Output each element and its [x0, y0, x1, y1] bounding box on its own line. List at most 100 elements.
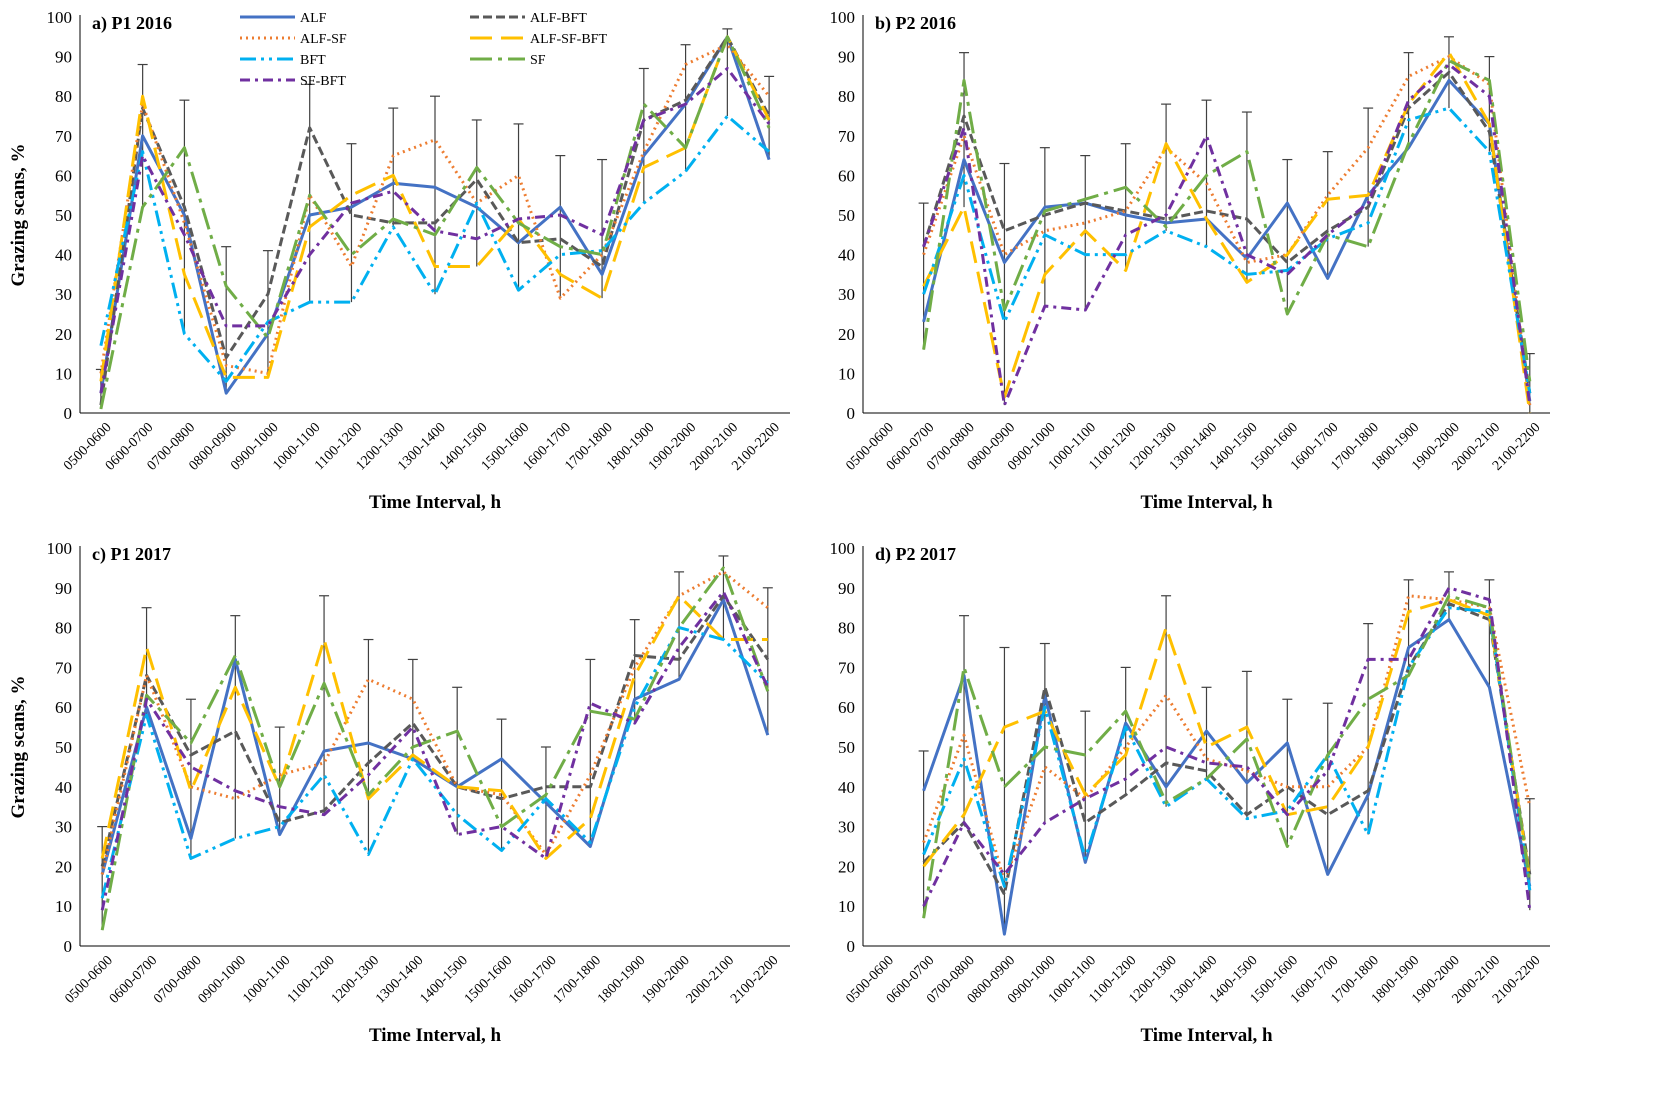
x-tick-label: 0500-0600 [62, 953, 116, 1007]
panel-b-p2-2016: 01020304050607080901000500-06000600-0700… [830, 8, 1550, 513]
y-tick-label: 100 [830, 539, 856, 558]
y-tick-label: 90 [838, 48, 855, 67]
x-tick-label: 1500-1600 [462, 953, 516, 1007]
series-line-alf-sf [100, 570, 769, 875]
series-line-alf-sf-bft [99, 35, 771, 382]
y-tick-label: 90 [838, 579, 855, 598]
y-tick-label: 0 [64, 937, 73, 956]
y-tick-label: 80 [838, 619, 855, 638]
series-line-sf [100, 566, 770, 931]
x-tick-label: 1300-1400 [373, 953, 427, 1007]
series-line-alf-sf-bft [922, 51, 1532, 414]
y-tick-label: 40 [55, 778, 72, 797]
series-line-bft [100, 626, 769, 899]
y-tick-label: 60 [838, 166, 855, 185]
series-line-sf-bft [100, 590, 770, 911]
y-tick-label: 10 [838, 364, 855, 383]
y-tick-label: 30 [55, 285, 72, 304]
x-axis-title: Time Interval, h [369, 1025, 502, 1046]
y-tick-label: 70 [838, 127, 855, 146]
y-tick-label: 40 [838, 778, 855, 797]
x-axis-title: Time Interval, h [1140, 1025, 1273, 1046]
series-line-alf-sf-bft [922, 598, 1532, 879]
y-tick-label: 30 [838, 285, 855, 304]
y-tick-label: 20 [55, 857, 72, 876]
x-tick-label: 1000-1100 [240, 953, 293, 1006]
y-tick-label: 20 [838, 325, 855, 344]
y-tick-label: 30 [838, 818, 855, 837]
y-tick-label: 10 [838, 897, 855, 916]
panel-d-p2-2017: 01020304050607080901000500-06000600-0700… [830, 539, 1550, 1046]
x-tick-label: 2000-2100 [684, 953, 738, 1007]
y-axis-title: Grazing scans, % [8, 675, 29, 818]
y-tick-label: 90 [55, 579, 72, 598]
series-line-alf-bft [100, 594, 770, 867]
y-tick-label: 60 [55, 166, 72, 185]
legend-label: ALF [300, 11, 327, 26]
y-tick-label: 80 [55, 619, 72, 638]
y-tick-label: 0 [847, 404, 856, 423]
y-tick-label: 40 [838, 246, 855, 265]
series-line-alf-sf [99, 43, 771, 375]
series-line-sf [99, 35, 771, 410]
y-tick-label: 50 [55, 206, 72, 225]
series-line-alf [99, 35, 771, 395]
y-tick-label: 50 [838, 206, 855, 225]
series-line-alf-bft [99, 35, 771, 406]
y-tick-label: 80 [55, 87, 72, 106]
y-tick-label: 80 [838, 87, 855, 106]
series-line-alf-sf [922, 594, 1532, 884]
y-tick-label: 70 [838, 658, 855, 677]
legend-label: ALF-BFT [530, 11, 587, 26]
legend: ALF ALF-BFT ALF-SF ALF-SF-BFT BFT SF SF-BFT [240, 11, 607, 89]
series-line-bft [922, 106, 1532, 394]
x-tick-label: 1400-1500 [417, 953, 471, 1007]
y-tick-label: 70 [55, 127, 72, 146]
series-line-bft [99, 114, 771, 383]
x-axis-title: Time Interval, h [369, 492, 502, 513]
y-tick-label: 30 [55, 818, 72, 837]
y-tick-label: 100 [830, 8, 856, 27]
x-tick-label: 1700-1800 [551, 953, 605, 1007]
y-axis-title: Grazing scans, % [8, 143, 29, 286]
legend-label: BFT [300, 53, 326, 68]
x-tick-label: 1200-1300 [329, 953, 383, 1007]
panel-c-p1-2017: 0 10 20 30 40 50 60 70 80 90 100 0500-06000600-0700… [8, 539, 790, 1046]
panel-title: c) P1 2017 [92, 544, 171, 565]
y-tick-label: 70 [55, 658, 72, 677]
x-tick-label: 1600-1700 [506, 953, 560, 1007]
legend-label: ALF-SF [300, 32, 347, 47]
series-line-sf-bft [922, 63, 1532, 407]
series-line-sf [922, 59, 1532, 382]
y-tick-label: 0 [847, 937, 856, 956]
panel-title: b) P2 2016 [875, 13, 956, 34]
y-tick-label: 50 [55, 738, 72, 757]
y-tick-label: 60 [838, 698, 855, 717]
y-tick-label: 100 [47, 539, 73, 558]
x-tick-label: 0900-1000 [196, 953, 250, 1007]
series-line-sf-bft [922, 586, 1532, 911]
y-tick-label: 90 [55, 48, 72, 67]
series-line-alf-bft [922, 70, 1532, 394]
x-axis-title: Time Interval, h [1140, 492, 1273, 513]
x-tick-label: 1900-2000 [639, 953, 693, 1007]
legend-label: ALF-SF-BFT [530, 32, 607, 47]
legend-label: SF [530, 53, 546, 68]
y-tick-label: 0 [64, 404, 73, 423]
series-line-alf-sf-bft [100, 594, 768, 860]
legend-label: SF-BFT [300, 74, 346, 89]
y-tick-label: 20 [838, 857, 855, 876]
panel-title: a) P1 2016 [92, 13, 172, 34]
x-tick-label: 0700-0800 [151, 953, 205, 1007]
series-line-alf-sf [922, 55, 1532, 406]
y-tick-label: 20 [55, 325, 72, 344]
x-tick-label: 1800-1900 [595, 953, 649, 1007]
panel-a-p1-2016: 01020304050607080901000500-06000600-0700… [8, 8, 790, 513]
panel-title: d) P2 2017 [875, 544, 956, 565]
y-tick-label: 10 [55, 897, 72, 916]
x-tick-label: 0600-0700 [107, 953, 161, 1007]
x-tick-label: 2100-2200 [728, 953, 782, 1007]
series-line-alf [100, 598, 770, 875]
series-line-sf-bft [99, 67, 771, 394]
